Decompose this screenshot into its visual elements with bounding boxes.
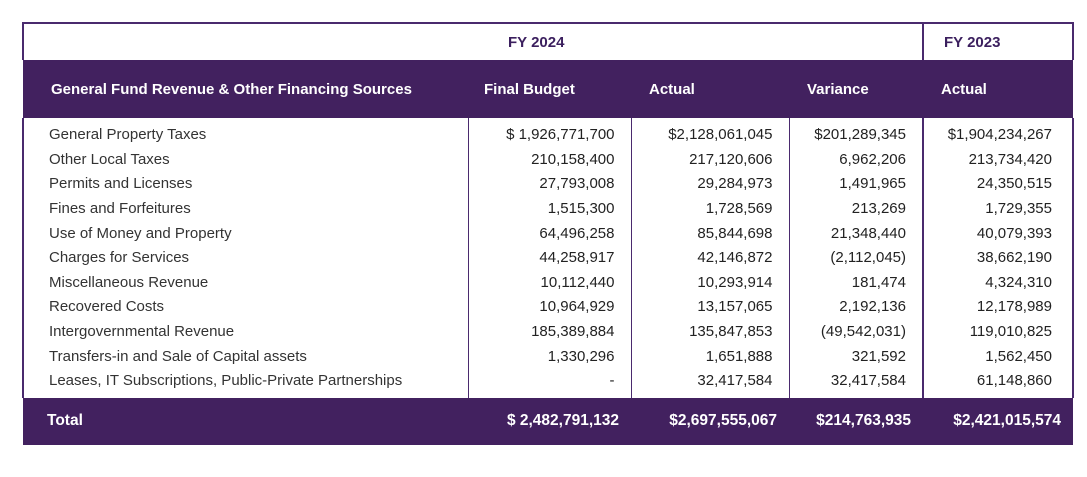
row-label: Charges for Services [22,245,468,271]
variance-cell: 32,417,584 [788,368,923,398]
row-label: Permits and Licenses [22,172,468,197]
variance-header: Variance [789,60,923,118]
fy2024-header: FY 2024 [468,22,923,60]
fy2023-header: FY 2023 [922,22,1074,60]
actual-2023-cell: 1,562,450 [922,344,1074,369]
row-label: Leases, IT Subscriptions, Public-Private… [22,368,468,398]
table-body: General Property Taxes $ 1,926,771,700 $2,… [22,118,1074,398]
label-column-header: General Fund Revenue & Other Financing S… [23,60,468,118]
variance-cell: 181,474 [788,270,923,296]
actual-cell: 85,844,698 [630,221,789,246]
table-row: General Property Taxes $ 1,926,771,700 $2,… [22,118,1074,148]
row-label: Transfers-in and Sale of Capital assets [22,344,468,369]
variance-cell: (2,112,045) [788,245,923,271]
row-label: Recovered Costs [22,295,468,320]
budget-cell: $ 1,926,771,700 [467,118,631,148]
table-row: Fines and Forfeitures 1,515,300 1,728,569 2… [22,196,1074,222]
variance-cell: (49,542,031) [788,319,923,345]
actual-2023-cell: 24,350,515 [922,172,1074,197]
actual-2023-cell: 4,324,310 [922,270,1074,296]
column-header-row: General Fund Revenue & Other Financing S… [23,60,1073,118]
variance-cell: 213,269 [788,196,923,222]
actual-2023-cell: $1,904,234,267 [922,118,1074,148]
budget-cell: 64,496,258 [467,221,631,246]
variance-cell: $201,289,345 [788,118,923,148]
fiscal-year-row: FY 2024 FY 2023 [22,22,1074,60]
budget-cell: 185,389,884 [467,319,631,345]
actual-header: Actual [631,60,789,118]
variance-cell: 21,348,440 [788,221,923,246]
budget-cell: 210,158,400 [467,147,631,173]
actual-cell: $2,128,061,045 [630,118,789,148]
actual-cell: 29,284,973 [630,172,789,197]
table-row: Miscellaneous Revenue 10,112,440 10,293,91… [22,270,1074,296]
final-budget-header: Final Budget [468,60,631,118]
actual-cell: 42,146,872 [630,245,789,271]
budget-cell: 27,793,008 [467,172,631,197]
total-variance: $214,763,935 [789,397,923,445]
revenue-table-container: FY 2024 FY 2023 General Fund Revenue & O… [22,22,1074,445]
revenue-table: FY 2024 FY 2023 General Fund Revenue & O… [22,22,1074,445]
total-row: Total $ 2,482,791,132 $2,697,555,067 $21… [23,397,1073,445]
actual-cell: 1,728,569 [630,196,789,222]
row-label: Use of Money and Property [22,221,468,246]
total-actual: $2,697,555,067 [631,397,789,445]
table-row: Use of Money and Property 64,496,258 85,84… [22,221,1074,246]
budget-cell: 10,964,929 [467,295,631,320]
actual-2023-cell: 38,662,190 [922,245,1074,271]
actual-2023-cell: 1,729,355 [922,196,1074,222]
budget-cell: - [467,368,631,398]
actual-2023-cell: 40,079,393 [922,221,1074,246]
actual-cell: 10,293,914 [630,270,789,296]
row-label: Miscellaneous Revenue [22,270,468,296]
table-row: Intergovernmental Revenue 185,389,884 135,… [22,319,1074,345]
actual-2023-header: Actual [923,60,1073,118]
budget-cell: 10,112,440 [467,270,631,296]
table-row: Charges for Services 44,258,917 42,146,872… [22,245,1074,271]
table-row: Permits and Licenses 27,793,008 29,284,973… [22,172,1074,197]
variance-cell: 6,962,206 [788,147,923,173]
row-label: Fines and Forfeitures [22,196,468,222]
table-row: Transfers-in and Sale of Capital assets 1… [22,344,1074,369]
row-label: Intergovernmental Revenue [22,319,468,345]
actual-cell: 135,847,853 [630,319,789,345]
actual-2023-cell: 61,148,860 [922,368,1074,398]
actual-cell: 32,417,584 [630,368,789,398]
variance-cell: 1,491,965 [788,172,923,197]
variance-cell: 2,192,136 [788,295,923,320]
actual-2023-cell: 12,178,989 [922,295,1074,320]
actual-cell: 13,157,065 [630,295,789,320]
table-row: Other Local Taxes 210,158,400 217,120,606 6… [22,147,1074,173]
actual-2023-cell: 213,734,420 [922,147,1074,173]
actual-cell: 217,120,606 [630,147,789,173]
row-label: General Property Taxes [22,118,468,148]
budget-cell: 44,258,917 [467,245,631,271]
total-label: Total [23,397,468,445]
budget-cell: 1,515,300 [467,196,631,222]
total-budget: $ 2,482,791,132 [468,397,631,445]
row-label: Other Local Taxes [22,147,468,173]
actual-2023-cell: 119,010,825 [922,319,1074,345]
table-row: Recovered Costs 10,964,929 13,157,065 2,192… [22,295,1074,320]
budget-cell: 1,330,296 [467,344,631,369]
actual-cell: 1,651,888 [630,344,789,369]
variance-cell: 321,592 [788,344,923,369]
total-actual-2023: $2,421,015,574 [923,397,1073,445]
table-row: Leases, IT Subscriptions, Public-Private… [22,368,1074,398]
